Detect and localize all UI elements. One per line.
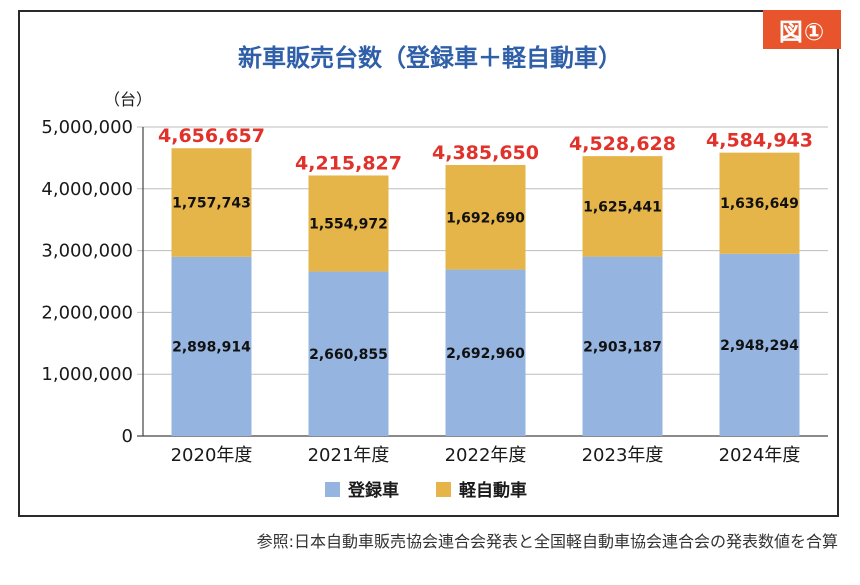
data-label: 1,636,649 <box>720 196 799 212</box>
bar-segment <box>308 271 389 436</box>
x-tick-label: 2023年度 <box>582 445 664 466</box>
source-note: 参照:日本自動車販売協会連合会発表と全国軽自動車協会連合会の発表数値を合算 <box>256 532 838 551</box>
total-label: 4,584,943 <box>706 130 813 152</box>
y-tick-label: 4,000,000 <box>41 179 133 200</box>
data-label: 2,903,187 <box>583 339 662 355</box>
total-label: 4,215,827 <box>295 152 402 174</box>
y-tick-label: 5,000,000 <box>41 117 133 138</box>
data-label: 2,660,855 <box>309 347 388 363</box>
bar-segment <box>445 269 526 436</box>
x-axis-categories: 2020年度 2021年度 2022年度 2023年度 2024年度 <box>171 445 801 466</box>
legend-label: 登録車 <box>347 480 399 501</box>
data-label: 2,948,294 <box>720 338 799 354</box>
bar-segment <box>719 253 800 436</box>
bar-segment <box>445 164 526 270</box>
y-tick-label: 3,000,000 <box>41 241 133 262</box>
bar-segment <box>719 152 800 254</box>
y-tick-label: 2,000,000 <box>41 302 133 323</box>
x-tick-label: 2022年度 <box>445 445 527 466</box>
data-label: 1,757,743 <box>172 196 251 212</box>
x-tick-label: 2020年度 <box>171 445 253 466</box>
legend-label: 軽自動車 <box>459 480 527 501</box>
bar-segment <box>308 175 389 272</box>
bar-segment <box>171 256 252 436</box>
x-tick-label: 2021年度 <box>308 445 390 466</box>
bar-segment <box>582 256 663 436</box>
y-tick-label: 0 <box>122 426 133 447</box>
y-axis-ticks: 0 1,000,000 2,000,000 3,000,000 4,000,000 5,0… <box>41 117 133 447</box>
data-label: 1,692,690 <box>446 210 525 226</box>
bars: 2,898,914 1,757,743 4,656,657 2,660,855 1,55… <box>158 125 813 436</box>
data-label: 2,692,960 <box>446 346 525 362</box>
y-tick-label: 1,000,000 <box>41 364 133 385</box>
figure-badge: 図① <box>763 10 841 49</box>
chart-title: 新車販売台数（登録車＋軽自動車） <box>238 44 622 72</box>
x-tick-label: 2024年度 <box>719 445 801 466</box>
total-label: 4,528,628 <box>569 133 676 155</box>
data-label: 1,625,441 <box>583 199 662 215</box>
legend: 登録車 軽自動車 <box>325 480 527 501</box>
bar-segment <box>171 148 252 257</box>
legend-swatch <box>325 482 340 497</box>
chart-frame <box>18 10 839 517</box>
legend-swatch <box>436 482 451 497</box>
total-label: 4,385,650 <box>432 142 539 164</box>
data-label: 2,898,914 <box>172 339 251 355</box>
total-label: 4,656,657 <box>158 125 265 147</box>
bar-segment <box>582 156 663 257</box>
data-label: 1,554,972 <box>309 217 388 233</box>
y-axis-unit: （台） <box>104 90 152 109</box>
